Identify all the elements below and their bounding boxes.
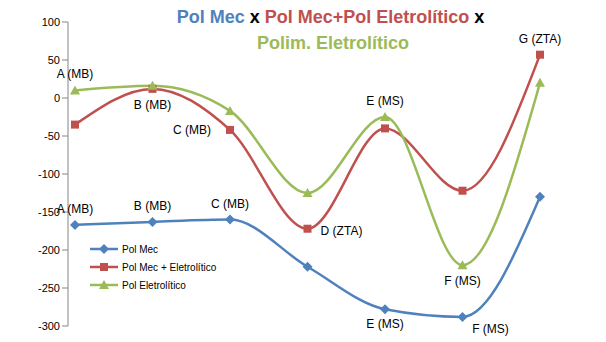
- svg-text:F (MS): F (MS): [444, 274, 481, 288]
- svg-text:E (MS): E (MS): [366, 317, 403, 331]
- svg-text:-100: -100: [38, 168, 60, 180]
- html-text:Polim. Eletrolítico: Polim. Eletrolítico: [257, 33, 409, 53]
- svg-text:-150: -150: [38, 205, 60, 218]
- svg-text:C (MB): C (MB): [211, 197, 249, 211]
- html-text:Pol Mec: Pol Mec: [122, 243, 159, 255]
- html-text:Pol Mec x Pol Mec+Pol Eletrolí: Pol Mec x Pol Mec+Pol Eletrolítico x: [176, 7, 490, 27]
- svg-text:B (MB): B (MB): [134, 199, 171, 213]
- svg-text:B (MB): B (MB): [134, 98, 171, 112]
- svg-text:E (MS): E (MS): [366, 94, 403, 108]
- svg-text:A (MB): A (MB): [57, 67, 94, 81]
- svg-text:D (ZTA): D (ZTA): [321, 224, 363, 238]
- svg-text:C (MB): C (MB): [173, 123, 211, 137]
- svg-text:F (MS): F (MS): [472, 322, 509, 336]
- svg-text:0: 0: [54, 92, 60, 104]
- svg-text:-300: -300: [38, 320, 60, 332]
- svg-text:G (ZTA): G (ZTA): [519, 32, 561, 46]
- html-text:Pol Eletrolítico: Pol Eletrolítico: [122, 279, 186, 291]
- svg-text:-250: -250: [38, 282, 60, 294]
- svg-text:100: 100: [42, 16, 60, 28]
- svg-text:-200: -200: [38, 244, 60, 256]
- svg-text:-50: -50: [44, 130, 60, 142]
- svg-text:50: 50: [48, 54, 60, 66]
- svg-text:A (MB): A (MB): [57, 202, 94, 216]
- html-text:Pol Mec + Eletrolítico: Pol Mec + Eletrolítico: [122, 261, 217, 273]
